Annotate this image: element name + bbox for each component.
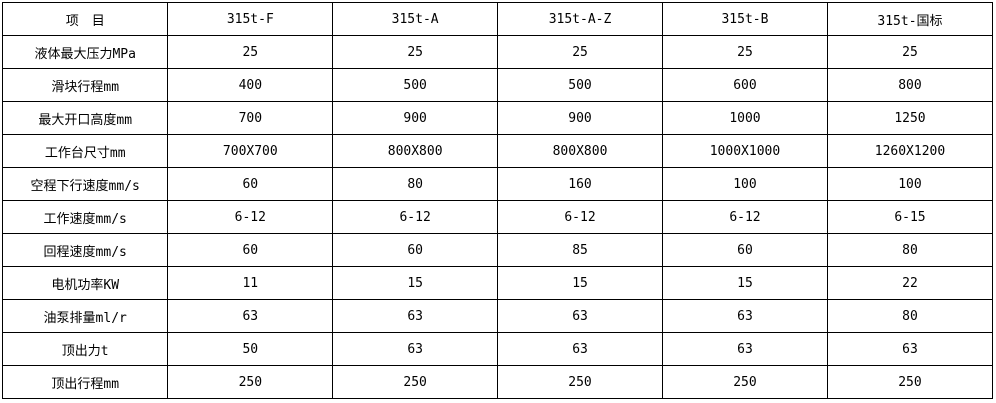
- value-cell: 63: [661, 332, 828, 366]
- row-label-cell: 液体最大压力MPa: [1, 35, 169, 69]
- value-cell: 11: [167, 266, 334, 300]
- row-label-cell: 顶出力t: [1, 332, 169, 366]
- value-cell: 25: [661, 35, 828, 69]
- value-cell: 63: [497, 299, 663, 333]
- header-row: 项 目 315t-F 315t-A 315t-A-Z 315t-B 315t-国标: [1, 2, 994, 36]
- value-cell: 60: [661, 233, 828, 267]
- value-cell: 315t-A-Z: [497, 2, 663, 36]
- row-label-cell: 油泵排量ml/r: [1, 299, 169, 333]
- value-cell: 250: [497, 365, 663, 399]
- value-cell: 25: [826, 35, 994, 69]
- value-cell: 400: [167, 68, 334, 102]
- value-cell: 80: [332, 167, 499, 201]
- value-cell: 63: [826, 332, 994, 366]
- value-cell: 63: [661, 299, 828, 333]
- row-label-cell: 滑块行程mm: [1, 68, 169, 102]
- value-cell: 63: [332, 299, 499, 333]
- value-cell: 15: [497, 266, 663, 300]
- table-row: 工作速度mm/s 6-12 6-12 6-12 6-12 6-15: [1, 200, 994, 234]
- row-label-cell: 工作速度mm/s: [1, 200, 169, 234]
- value-cell: 700X700: [167, 134, 334, 168]
- value-cell: 25: [332, 35, 499, 69]
- value-cell: 100: [661, 167, 828, 201]
- value-cell: 315t-国标: [826, 2, 994, 36]
- value-cell: 6-12: [167, 200, 334, 234]
- value-cell: 22: [826, 266, 994, 300]
- value-cell: 315t-B: [661, 2, 828, 36]
- table-row: 滑块行程mm 400 500 500 600 800: [1, 68, 994, 102]
- value-cell: 63: [167, 299, 334, 333]
- value-cell: 25: [497, 35, 663, 69]
- value-cell: 160: [497, 167, 663, 201]
- value-cell: 800X800: [332, 134, 499, 168]
- row-label-cell: 空程下行速度mm/s: [1, 167, 169, 201]
- table-row: 回程速度mm/s 60 60 85 60 80: [1, 233, 994, 267]
- value-cell: 250: [826, 365, 994, 399]
- value-cell: 700: [167, 101, 334, 135]
- value-cell: 500: [497, 68, 663, 102]
- value-cell: 600: [661, 68, 828, 102]
- table-row: 顶出行程mm 250 250 250 250 250: [1, 365, 994, 399]
- value-cell: 6-12: [332, 200, 499, 234]
- row-label-cell: 回程速度mm/s: [1, 233, 169, 267]
- value-cell: 500: [332, 68, 499, 102]
- table-row: 电机功率KW 11 15 15 15 22: [1, 266, 994, 300]
- value-cell: 250: [167, 365, 334, 399]
- row-label-cell: 项 目: [1, 2, 169, 36]
- value-cell: 15: [661, 266, 828, 300]
- value-cell: 60: [332, 233, 499, 267]
- value-cell: 85: [497, 233, 663, 267]
- value-cell: 63: [497, 332, 663, 366]
- row-label-cell: 电机功率KW: [1, 266, 169, 300]
- row-label-cell: 工作台尺寸mm: [1, 134, 169, 168]
- value-cell: 63: [332, 332, 499, 366]
- value-cell: 15: [332, 266, 499, 300]
- value-cell: 6-12: [497, 200, 663, 234]
- value-cell: 1260X1200: [826, 134, 994, 168]
- row-label-cell: 顶出行程mm: [1, 365, 169, 399]
- value-cell: 1250: [826, 101, 994, 135]
- table-row: 油泵排量ml/r 63 63 63 63 80: [1, 299, 994, 333]
- value-cell: 315t-A: [332, 2, 499, 36]
- value-cell: 25: [167, 35, 334, 69]
- value-cell: 50: [167, 332, 334, 366]
- value-cell: 900: [497, 101, 663, 135]
- value-cell: 6-15: [826, 200, 994, 234]
- value-cell: 80: [826, 233, 994, 267]
- value-cell: 1000X1000: [661, 134, 828, 168]
- table-row: 工作台尺寸mm 700X700 800X800 800X800 1000X1000 126…: [1, 134, 994, 168]
- value-cell: 80: [826, 299, 994, 333]
- value-cell: 6-12: [661, 200, 828, 234]
- value-cell: 1000: [661, 101, 828, 135]
- table-row: 顶出力t 50 63 63 63 63: [1, 332, 994, 366]
- table-row: 空程下行速度mm/s 60 80 160 100 100: [1, 167, 994, 201]
- value-cell: 60: [167, 233, 334, 267]
- value-cell: 250: [332, 365, 499, 399]
- table-row: 液体最大压力MPa 25 25 25 25 25: [1, 35, 994, 69]
- value-cell: 800: [826, 68, 994, 102]
- value-cell: 60: [167, 167, 334, 201]
- value-cell: 315t-F: [167, 2, 334, 36]
- value-cell: 100: [826, 167, 994, 201]
- value-cell: 900: [332, 101, 499, 135]
- row-label-cell: 最大开口高度mm: [1, 101, 169, 135]
- value-cell: 800X800: [497, 134, 663, 168]
- table-row: 最大开口高度mm 700 900 900 1000 1250: [1, 101, 994, 135]
- value-cell: 250: [661, 365, 828, 399]
